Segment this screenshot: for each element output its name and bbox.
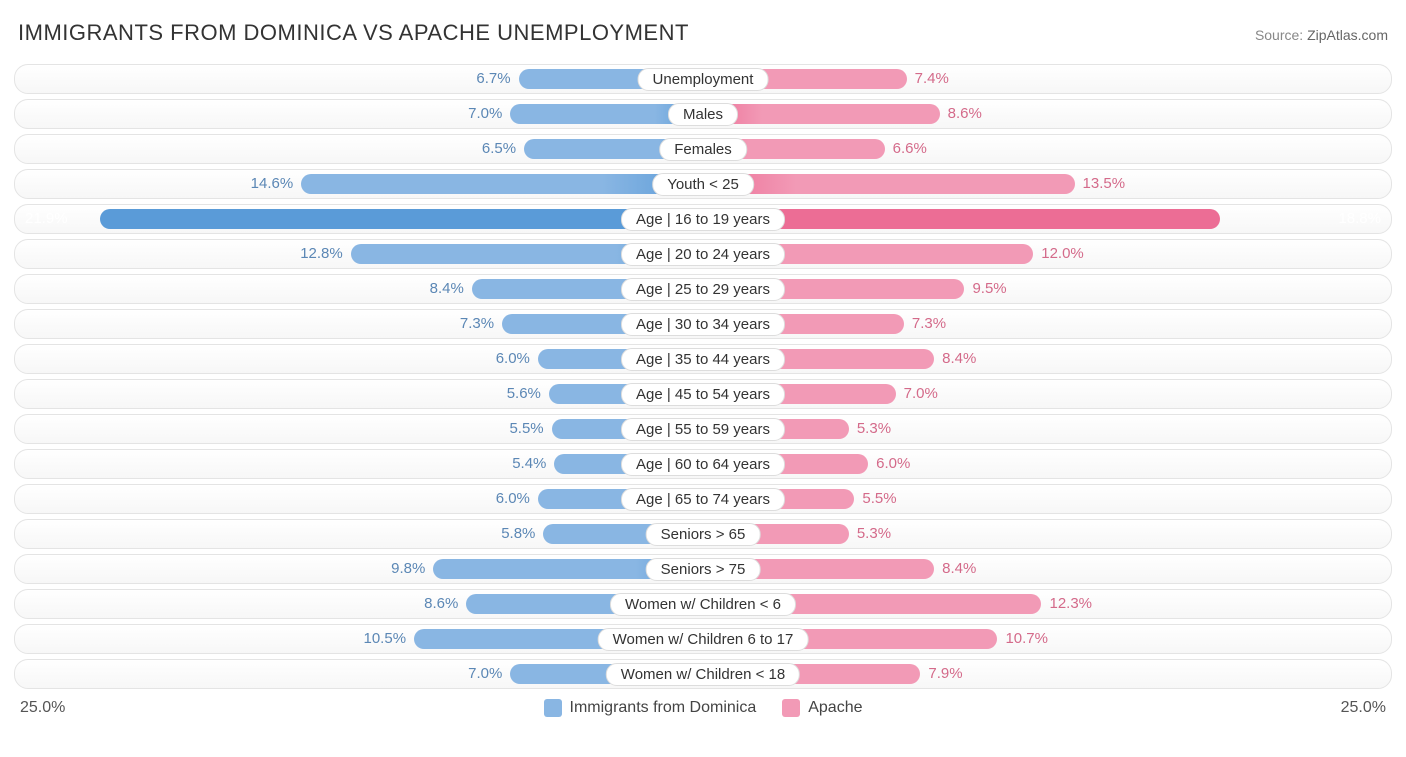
value-left: 12.8%: [300, 240, 343, 268]
category-label: Age | 60 to 64 years: [621, 453, 785, 476]
chart-row: 7.0% 8.6% Males: [14, 99, 1392, 129]
chart-row: 7.3% 7.3% Age | 30 to 34 years: [14, 309, 1392, 339]
value-right: 8.4%: [942, 345, 976, 373]
category-label: Seniors > 75: [646, 558, 761, 581]
category-label: Age | 45 to 54 years: [621, 383, 785, 406]
value-left: 7.0%: [468, 100, 502, 128]
value-right: 5.3%: [857, 520, 891, 548]
bar-left: [100, 209, 703, 229]
category-label: Youth < 25: [652, 173, 754, 196]
source-value: ZipAtlas.com: [1307, 27, 1388, 43]
legend-label-right: Apache: [808, 699, 862, 717]
value-left: 9.8%: [391, 555, 425, 583]
chart-header: IMMIGRANTS FROM DOMINICA VS APACHE UNEMP…: [14, 20, 1392, 46]
category-label: Age | 20 to 24 years: [621, 243, 785, 266]
value-left: 5.8%: [501, 520, 535, 548]
value-right: 5.5%: [862, 485, 896, 513]
category-label: Age | 35 to 44 years: [621, 348, 785, 371]
chart-row: 8.6% 12.3% Women w/ Children < 6: [14, 589, 1392, 619]
category-label: Females: [659, 138, 747, 161]
value-left: 6.7%: [476, 65, 510, 93]
legend-item-left: Immigrants from Dominica: [544, 699, 757, 717]
value-right: 10.7%: [1005, 625, 1048, 653]
legend-label-left: Immigrants from Dominica: [570, 699, 757, 717]
category-label: Women w/ Children 6 to 17: [598, 628, 809, 651]
chart-row: 5.4% 6.0% Age | 60 to 64 years: [14, 449, 1392, 479]
chart-row: 7.0% 7.9% Women w/ Children < 18: [14, 659, 1392, 689]
chart-row: 10.5% 10.7% Women w/ Children 6 to 17: [14, 624, 1392, 654]
value-right: 6.0%: [876, 450, 910, 478]
category-label: Age | 30 to 34 years: [621, 313, 785, 336]
chart-row: 6.0% 8.4% Age | 35 to 44 years: [14, 344, 1392, 374]
value-left: 14.6%: [251, 170, 294, 198]
value-right: 7.9%: [928, 660, 962, 688]
value-left: 6.5%: [482, 135, 516, 163]
category-label: Seniors > 65: [646, 523, 761, 546]
value-right: 8.6%: [948, 100, 982, 128]
category-label: Age | 55 to 59 years: [621, 418, 785, 441]
legend-swatch-left: [544, 699, 562, 717]
chart-row: 6.7% 7.4% Unemployment: [14, 64, 1392, 94]
category-label: Unemployment: [638, 68, 769, 91]
category-label: Age | 25 to 29 years: [621, 278, 785, 301]
chart-row: 5.5% 5.3% Age | 55 to 59 years: [14, 414, 1392, 444]
chart-legend: Immigrants from Dominica Apache: [65, 699, 1340, 717]
value-right: 8.4%: [942, 555, 976, 583]
value-left: 5.5%: [509, 415, 543, 443]
value-left: 21.9%: [25, 205, 68, 233]
chart-row: 9.8% 8.4% Seniors > 75: [14, 554, 1392, 584]
bar-left: [301, 174, 703, 194]
category-label: Women w/ Children < 18: [606, 663, 800, 686]
legend-item-right: Apache: [782, 699, 862, 717]
chart-row: 14.6% 13.5% Youth < 25: [14, 169, 1392, 199]
category-label: Age | 16 to 19 years: [621, 208, 785, 231]
category-label: Males: [668, 103, 738, 126]
value-right: 18.8%: [1338, 205, 1381, 233]
chart-row: 12.8% 12.0% Age | 20 to 24 years: [14, 239, 1392, 269]
value-right: 7.0%: [904, 380, 938, 408]
value-right: 12.0%: [1041, 240, 1084, 268]
category-label: Women w/ Children < 6: [610, 593, 796, 616]
value-right: 5.3%: [857, 415, 891, 443]
value-right: 9.5%: [972, 275, 1006, 303]
chart-source: Source: ZipAtlas.com: [1255, 27, 1388, 43]
value-right: 7.3%: [912, 310, 946, 338]
value-left: 5.4%: [512, 450, 546, 478]
value-left: 7.3%: [460, 310, 494, 338]
axis-max-right: 25.0%: [1341, 699, 1386, 717]
value-left: 8.6%: [424, 590, 458, 618]
chart-row: 8.4% 9.5% Age | 25 to 29 years: [14, 274, 1392, 304]
chart-row: 6.0% 5.5% Age | 65 to 74 years: [14, 484, 1392, 514]
legend-swatch-right: [782, 699, 800, 717]
source-label: Source:: [1255, 27, 1303, 43]
value-left: 8.4%: [430, 275, 464, 303]
value-right: 6.6%: [893, 135, 927, 163]
value-left: 5.6%: [507, 380, 541, 408]
bar-right: [703, 104, 940, 124]
chart-row: 5.6% 7.0% Age | 45 to 54 years: [14, 379, 1392, 409]
value-left: 10.5%: [364, 625, 407, 653]
diverging-bar-chart: 6.7% 7.4% Unemployment 7.0% 8.6% Males 6.5% 6.6…: [14, 64, 1392, 689]
category-label: Age | 65 to 74 years: [621, 488, 785, 511]
chart-footer: 25.0% Immigrants from Dominica Apache 25…: [14, 699, 1392, 717]
value-left: 6.0%: [496, 345, 530, 373]
axis-max-left: 25.0%: [20, 699, 65, 717]
chart-row: 6.5% 6.6% Females: [14, 134, 1392, 164]
chart-title: IMMIGRANTS FROM DOMINICA VS APACHE UNEMP…: [18, 20, 689, 46]
value-left: 6.0%: [496, 485, 530, 513]
value-right: 7.4%: [915, 65, 949, 93]
bar-right: [703, 174, 1075, 194]
value-right: 13.5%: [1083, 170, 1126, 198]
chart-row: 21.9% 18.8% Age | 16 to 19 years: [14, 204, 1392, 234]
chart-row: 5.8% 5.3% Seniors > 65: [14, 519, 1392, 549]
value-right: 12.3%: [1049, 590, 1092, 618]
value-left: 7.0%: [468, 660, 502, 688]
